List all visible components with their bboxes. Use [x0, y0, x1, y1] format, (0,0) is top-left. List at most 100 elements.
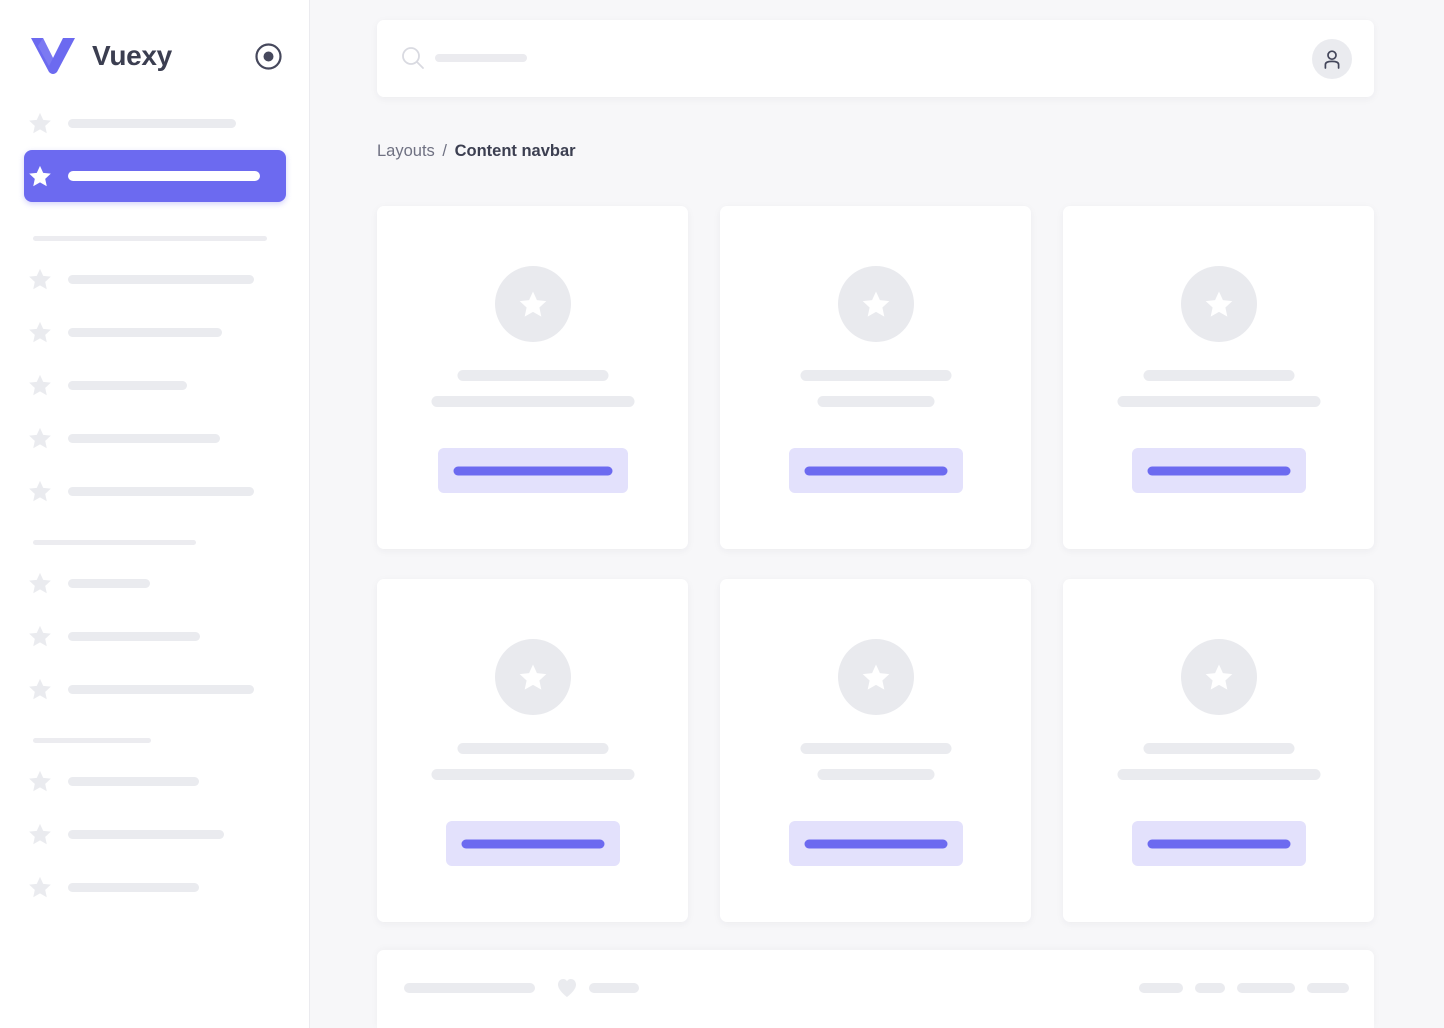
footer-text-placeholder	[1307, 983, 1349, 993]
card-action-button[interactable]	[437, 448, 628, 493]
star-icon	[862, 291, 889, 317]
card-text-placeholder	[1143, 370, 1294, 381]
sidebar-item-label-placeholder	[68, 171, 260, 181]
radio-circle-dot-icon[interactable]	[254, 42, 283, 71]
sidebar-item[interactable]	[24, 264, 286, 294]
star-icon	[29, 480, 51, 502]
sidebar-item[interactable]	[24, 819, 286, 849]
star-icon	[1205, 291, 1232, 317]
content-card	[377, 206, 688, 549]
sidebar-item[interactable]	[24, 476, 286, 506]
sidebar-item-label-placeholder	[68, 882, 199, 892]
card-grid	[377, 206, 1374, 922]
sidebar-item-label-placeholder	[68, 327, 222, 337]
search-icon[interactable]	[399, 44, 427, 72]
star-icon	[29, 770, 51, 792]
breadcrumb-parent[interactable]: Layouts	[377, 142, 435, 160]
footer-text-placeholder	[404, 983, 535, 993]
sidebar-item-label-placeholder	[68, 776, 199, 786]
content-navbar	[377, 20, 1374, 97]
card-button-label-placeholder	[1147, 466, 1290, 475]
card-action-button[interactable]	[788, 821, 963, 866]
sidebar-section-divider	[33, 540, 196, 545]
card-action-button[interactable]	[1131, 448, 1306, 493]
card-action-button[interactable]	[445, 821, 620, 866]
card-button-label-placeholder	[1147, 839, 1290, 848]
user-person-icon	[1324, 50, 1340, 69]
content-card	[1063, 579, 1374, 922]
sidebar-item-label-placeholder	[68, 118, 236, 128]
card-avatar	[1180, 639, 1257, 715]
star-icon	[29, 823, 51, 845]
breadcrumb-separator: /	[442, 142, 447, 160]
sidebar-item-label-placeholder	[68, 829, 224, 839]
card-action-button[interactable]	[1131, 821, 1306, 866]
sidebar-item[interactable]	[24, 317, 286, 347]
card-text-placeholder	[817, 396, 934, 407]
star-icon	[519, 664, 546, 690]
sidebar-item[interactable]	[24, 423, 286, 453]
main-content: Layouts / Content navbar	[310, 0, 1444, 1028]
card-text-placeholder	[817, 769, 934, 780]
card-text-placeholder	[457, 743, 608, 754]
star-icon	[29, 374, 51, 396]
card-text-placeholder	[457, 370, 608, 381]
card-button-label-placeholder	[461, 839, 604, 848]
sidebar-item[interactable]	[24, 872, 286, 902]
card-text-placeholder	[800, 743, 951, 754]
sidebar-section-divider	[33, 236, 267, 241]
sidebar-item-label-placeholder	[68, 684, 254, 694]
sidebar-item[interactable]	[24, 370, 286, 400]
content-card	[377, 579, 688, 922]
sidebar-item-label-placeholder	[68, 578, 150, 588]
search-input[interactable]	[435, 54, 527, 62]
sidebar-section-divider	[33, 738, 151, 743]
card-avatar	[494, 266, 571, 342]
sidebar-item-active[interactable]	[24, 150, 286, 202]
star-icon	[29, 427, 51, 449]
star-icon	[29, 321, 51, 343]
page-title: Content navbar	[454, 142, 576, 160]
star-icon	[29, 678, 51, 700]
footer-text-placeholder	[1237, 983, 1295, 993]
sidebar-brand[interactable]: Vuexy	[0, 0, 309, 112]
avatar[interactable]	[1312, 39, 1352, 79]
card-button-label-placeholder	[804, 839, 947, 848]
star-icon	[29, 876, 51, 898]
card-avatar	[494, 639, 571, 715]
sidebar-item[interactable]	[24, 674, 286, 704]
sidebar-item[interactable]	[24, 108, 286, 138]
footer	[377, 950, 1374, 1028]
sidebar-item-label-placeholder	[68, 433, 220, 443]
footer-text-placeholder	[1195, 983, 1225, 993]
star-icon	[1205, 664, 1232, 690]
star-icon	[862, 664, 889, 690]
sidebar-item[interactable]	[24, 621, 286, 651]
sidebar-item[interactable]	[24, 568, 286, 598]
card-avatar	[837, 266, 914, 342]
card-avatar	[1180, 266, 1257, 342]
content-card	[720, 579, 1031, 922]
heart-icon	[558, 979, 576, 997]
card-text-placeholder	[1117, 769, 1320, 780]
sidebar-item-label-placeholder	[68, 631, 200, 641]
card-text-placeholder	[431, 769, 634, 780]
sidebar-item-label-placeholder	[68, 486, 254, 496]
card-action-button[interactable]	[788, 448, 963, 493]
card-avatar	[837, 639, 914, 715]
content-card	[720, 206, 1031, 549]
footer-text-placeholder	[1139, 983, 1183, 993]
brand-title: Vuexy	[92, 40, 172, 71]
star-icon	[29, 625, 51, 647]
card-text-placeholder	[1117, 396, 1320, 407]
card-button-label-placeholder	[453, 466, 612, 475]
card-text-placeholder	[1143, 743, 1294, 754]
star-icon	[29, 268, 51, 290]
footer-text-placeholder	[589, 983, 639, 993]
star-icon	[29, 165, 51, 187]
content-card	[1063, 206, 1374, 549]
star-icon	[29, 112, 51, 134]
sidebar-item[interactable]	[24, 766, 286, 796]
sidebar-nav	[0, 100, 309, 902]
card-text-placeholder	[800, 370, 951, 381]
